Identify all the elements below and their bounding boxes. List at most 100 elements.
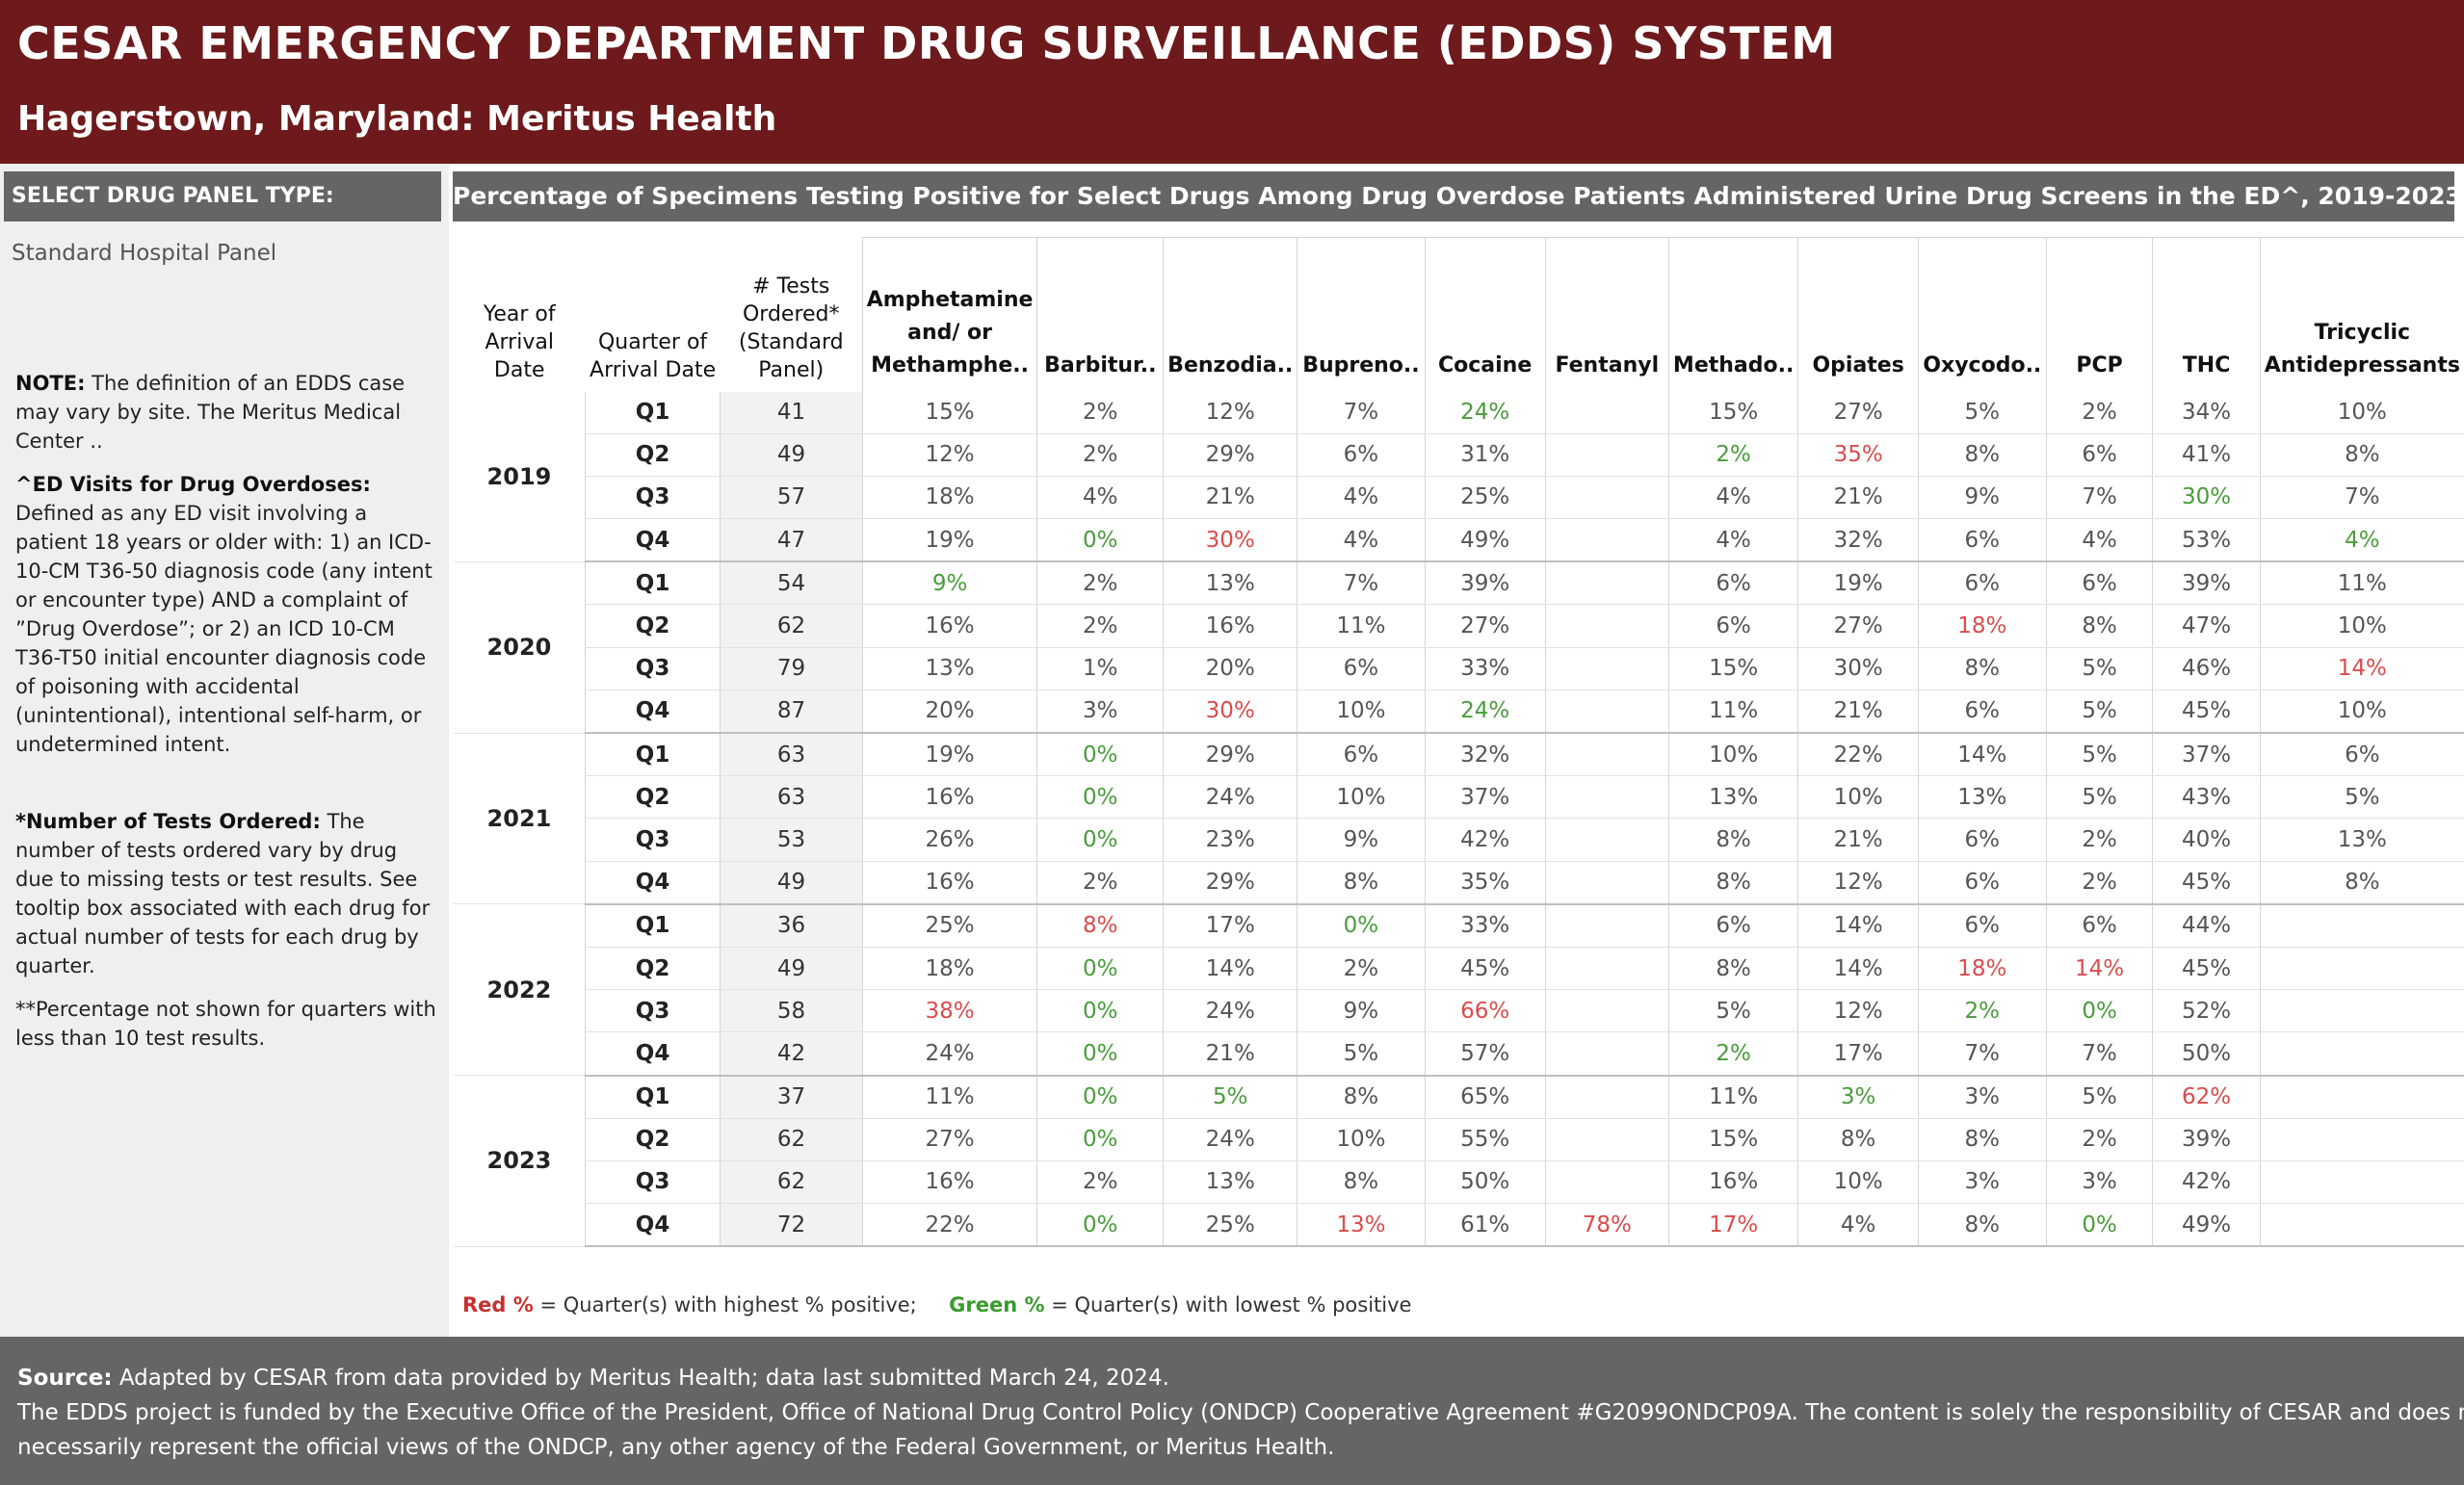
percent-cell[interactable]: 9%	[1917, 476, 2047, 520]
percent-cell[interactable]: 35%	[1797, 433, 1919, 477]
percent-cell[interactable]: 15%	[1667, 391, 1798, 434]
percent-cell[interactable]: 16%	[1667, 1160, 1798, 1205]
percent-cell[interactable]: 13%	[1297, 1203, 1426, 1248]
percent-cell[interactable]: 6%	[1297, 433, 1426, 477]
percent-cell[interactable]: 13%	[2259, 818, 2464, 862]
percent-cell[interactable]: 2%	[1917, 989, 2047, 1033]
percent-cell[interactable]: 0%	[1036, 1075, 1164, 1119]
percent-cell[interactable]: 11%	[2259, 561, 2464, 606]
percent-cell[interactable]: 0%	[1036, 1203, 1164, 1248]
drug-column-header[interactable]: Cocaine	[1424, 237, 1546, 392]
percent-cell[interactable]: 30%	[1797, 647, 1919, 690]
percent-cell[interactable]: 5%	[2045, 775, 2153, 820]
percent-cell[interactable]: 2%	[2045, 391, 2153, 434]
percent-cell[interactable]: 8%	[1297, 861, 1426, 905]
percent-cell[interactable]: 11%	[1297, 604, 1426, 648]
drug-panel-select[interactable]: Standard Hospital Panel	[12, 241, 277, 266]
percent-cell[interactable]: 11%	[1667, 690, 1798, 734]
percent-cell[interactable]: 14%	[1797, 947, 1919, 991]
percent-cell[interactable]: 10%	[1297, 690, 1426, 734]
percent-cell[interactable]: 8%	[2259, 433, 2464, 477]
percent-cell[interactable]: 8%	[1667, 818, 1798, 862]
percent-cell[interactable]: 21%	[1163, 1031, 1298, 1077]
percent-cell[interactable]: 37%	[2152, 733, 2261, 777]
percent-cell[interactable]: 6%	[1917, 861, 2047, 905]
tests-ordered-cell[interactable]: 63	[720, 733, 863, 777]
tests-ordered-cell[interactable]: 57	[720, 476, 863, 520]
percent-cell[interactable]: 2%	[1036, 604, 1164, 648]
percent-cell[interactable]	[1544, 1031, 1669, 1077]
percent-cell[interactable]: 33%	[1424, 647, 1546, 690]
tests-ordered-cell[interactable]: 63	[720, 775, 863, 820]
drug-column-header[interactable]: Amphetamine and/ or Methamphe..	[861, 237, 1037, 392]
percent-cell[interactable]: 4%	[1297, 476, 1426, 520]
percent-cell[interactable]: 14%	[1917, 733, 2047, 777]
percent-cell[interactable]: 2%	[1036, 861, 1164, 905]
percent-cell[interactable]: 7%	[1297, 561, 1426, 606]
percent-cell[interactable]	[1544, 903, 1669, 948]
percent-cell[interactable]: 10%	[1297, 1118, 1426, 1161]
percent-cell[interactable]: 6%	[1917, 518, 2047, 563]
percent-cell[interactable]: 25%	[1424, 476, 1546, 520]
percent-cell[interactable]	[1544, 604, 1669, 648]
percent-cell[interactable]: 10%	[1667, 733, 1798, 777]
percent-cell[interactable]: 5%	[2045, 1075, 2153, 1119]
percent-cell[interactable]: 19%	[861, 733, 1037, 777]
tests-ordered-cell[interactable]: 49	[720, 433, 863, 477]
percent-cell[interactable]: 18%	[861, 476, 1037, 520]
percent-cell[interactable]	[2259, 1203, 2464, 1248]
percent-cell[interactable]: 9%	[861, 561, 1037, 606]
percent-cell[interactable]: 34%	[2152, 391, 2261, 434]
percent-cell[interactable]: 42%	[1424, 818, 1546, 862]
percent-cell[interactable]: 43%	[2152, 775, 2261, 820]
percent-cell[interactable]: 22%	[1797, 733, 1919, 777]
percent-cell[interactable]: 15%	[1667, 1118, 1798, 1161]
percent-cell[interactable]: 32%	[1797, 518, 1919, 563]
percent-cell[interactable]	[1544, 989, 1669, 1033]
drug-column-header[interactable]: THC	[2152, 237, 2261, 392]
percent-cell[interactable]: 40%	[2152, 818, 2261, 862]
percent-cell[interactable]: 7%	[1297, 391, 1426, 434]
percent-cell[interactable]: 14%	[1797, 903, 1919, 948]
percent-cell[interactable]: 8%	[1917, 1118, 2047, 1161]
percent-cell[interactable]	[1544, 518, 1669, 563]
percent-cell[interactable]: 0%	[1036, 518, 1164, 563]
percent-cell[interactable]: 39%	[1424, 561, 1546, 606]
percent-cell[interactable]: 10%	[1797, 775, 1919, 820]
tests-ordered-cell[interactable]: 62	[720, 1118, 863, 1161]
percent-cell[interactable]	[1544, 818, 1669, 862]
percent-cell[interactable]: 5%	[1297, 1031, 1426, 1077]
percent-cell[interactable]: 5%	[1917, 391, 2047, 434]
percent-cell[interactable]: 13%	[1667, 775, 1798, 820]
percent-cell[interactable]: 0%	[1036, 947, 1164, 991]
percent-cell[interactable]: 50%	[2152, 1031, 2261, 1077]
percent-cell[interactable]	[2259, 947, 2464, 991]
tests-ordered-cell[interactable]: 79	[720, 647, 863, 690]
percent-cell[interactable]: 15%	[1667, 647, 1798, 690]
percent-cell[interactable]: 4%	[1667, 476, 1798, 520]
percent-cell[interactable]: 0%	[2045, 989, 2153, 1033]
tests-ordered-cell[interactable]: 49	[720, 861, 863, 905]
percent-cell[interactable]: 16%	[1163, 604, 1298, 648]
percent-cell[interactable]: 6%	[2045, 433, 2153, 477]
percent-cell[interactable]: 5%	[1667, 989, 1798, 1033]
percent-cell[interactable]	[1544, 561, 1669, 606]
percent-cell[interactable]: 21%	[1797, 476, 1919, 520]
percent-cell[interactable]: 22%	[861, 1203, 1037, 1248]
percent-cell[interactable]: 10%	[2259, 391, 2464, 434]
percent-cell[interactable]: 16%	[861, 1160, 1037, 1205]
percent-cell[interactable]: 46%	[2152, 647, 2261, 690]
percent-cell[interactable]: 3%	[1036, 690, 1164, 734]
percent-cell[interactable]	[2259, 903, 2464, 948]
percent-cell[interactable]: 21%	[1797, 690, 1919, 734]
percent-cell[interactable]: 11%	[1667, 1075, 1798, 1119]
percent-cell[interactable]: 4%	[2045, 518, 2153, 563]
percent-cell[interactable]: 9%	[1297, 989, 1426, 1033]
percent-cell[interactable]: 4%	[2259, 518, 2464, 563]
drug-column-header[interactable]: Barbitur..	[1036, 237, 1164, 392]
percent-cell[interactable]: 13%	[1163, 561, 1298, 606]
percent-cell[interactable]: 5%	[2045, 690, 2153, 734]
percent-cell[interactable]: 7%	[2045, 1031, 2153, 1077]
percent-cell[interactable]: 18%	[1917, 947, 2047, 991]
percent-cell[interactable]: 27%	[861, 1118, 1037, 1161]
